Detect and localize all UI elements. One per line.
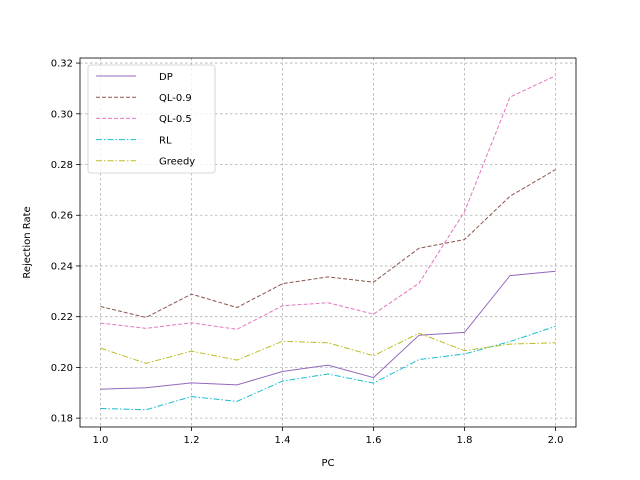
x-tick-label: 1.2 [184, 435, 200, 446]
series-group [100, 75, 556, 411]
x-tick-label: 1.6 [366, 435, 382, 446]
legend-label: RL [159, 135, 172, 146]
x-tick-label: 1.0 [93, 435, 109, 446]
y-tick-label: 0.32 [51, 59, 73, 70]
legend-label: DP [159, 72, 173, 83]
x-axis: 1.0 1.2 1.4 1.6 1.8 2.0 [93, 427, 564, 446]
legend: DP QL-0.9 QL-0.5 RL Greedy [87, 64, 216, 174]
x-tick-label: 1.4 [275, 435, 291, 446]
plot-frame [79, 57, 577, 428]
y-tick-label: 0.18 [51, 414, 73, 425]
x-tick-label: 2.0 [548, 435, 564, 446]
y-tick-label: 0.28 [51, 160, 73, 171]
legend-label: Greedy [159, 157, 195, 168]
y-tick-label: 0.26 [51, 211, 73, 222]
y-tick-label: 0.30 [51, 109, 73, 120]
series-line-rl [100, 325, 556, 411]
y-tick-label: 0.24 [51, 261, 73, 272]
y-tick-label: 0.20 [51, 363, 73, 374]
x-axis-label: PC [321, 458, 334, 469]
y-axis-label: Rejection Rate [22, 206, 33, 278]
y-tick-label: 0.22 [51, 312, 73, 323]
legend-box [87, 64, 216, 174]
series-line-dp [100, 270, 556, 390]
y-axis: 0.18 0.20 0.22 0.24 0.26 0.28 0.30 0.32 [51, 59, 80, 425]
series-line-ql-0-5 [100, 75, 556, 330]
series-line-ql-0-9 [100, 169, 556, 318]
legend-label: QL-0.9 [159, 93, 192, 104]
x-tick-label: 1.8 [457, 435, 473, 446]
legend-label: QL-0.5 [159, 114, 192, 125]
